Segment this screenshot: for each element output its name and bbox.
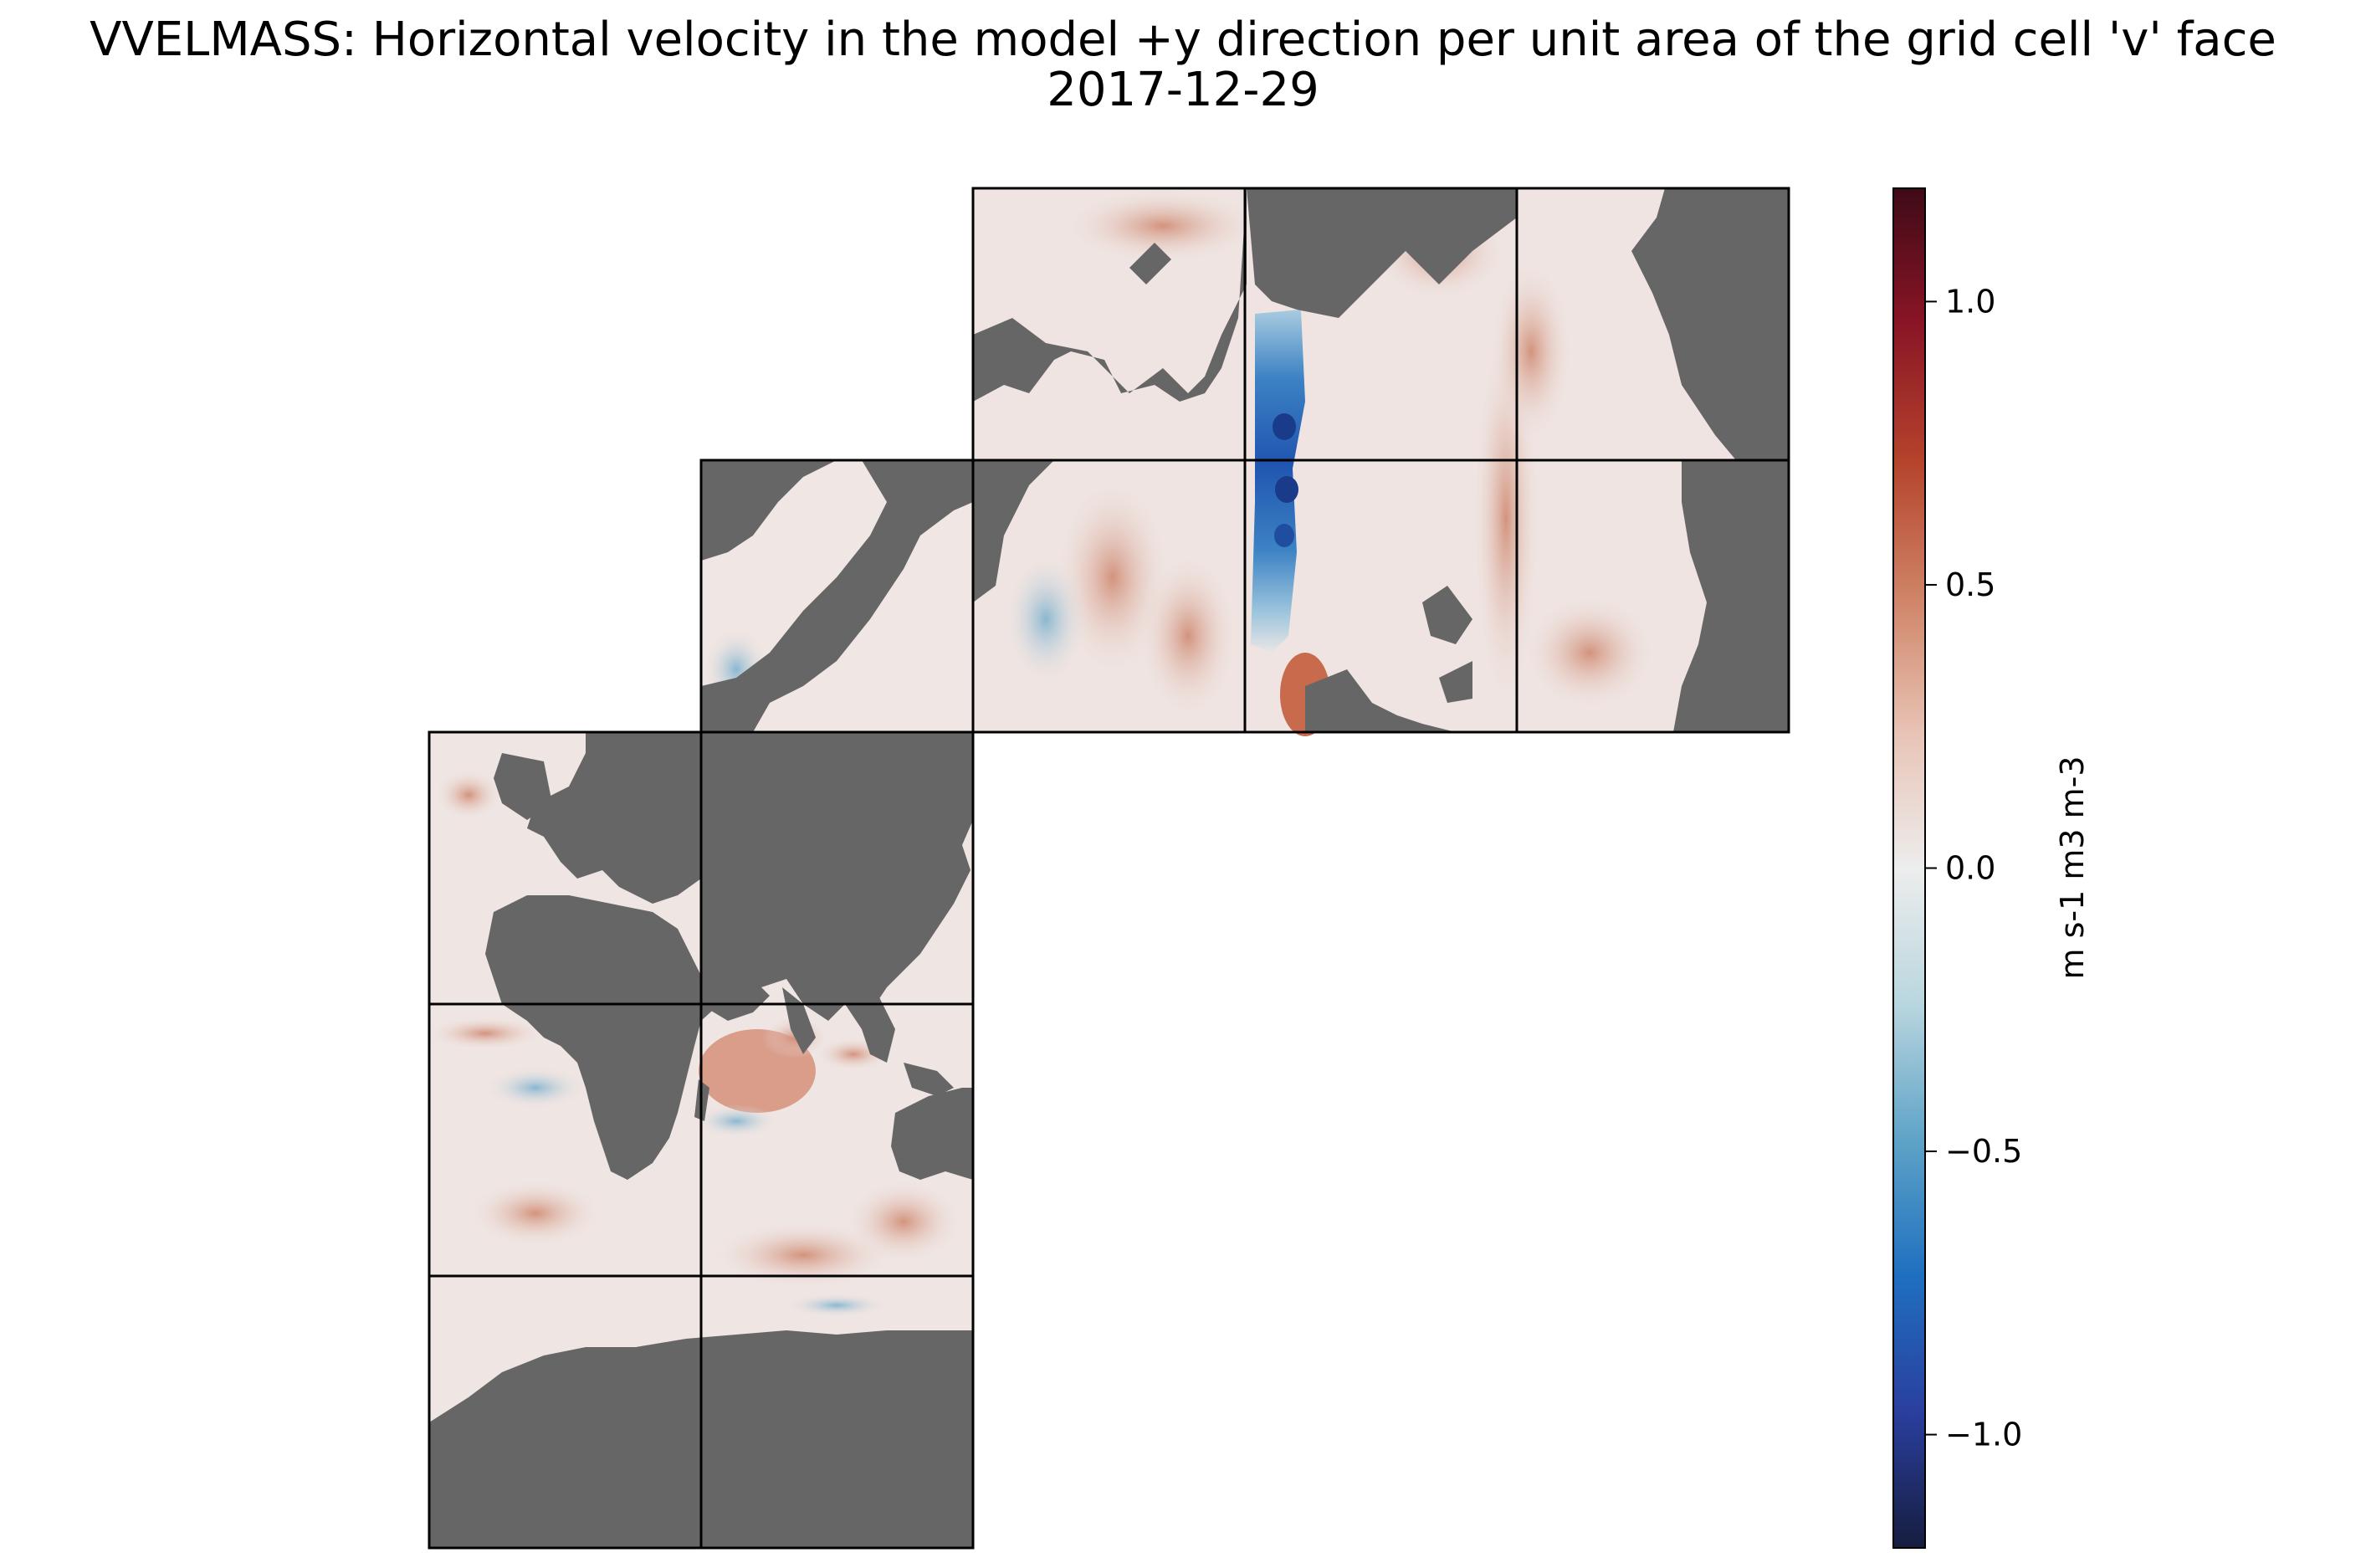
colorbar-tick-label: 0.0 <box>1945 850 1995 887</box>
land-mass <box>485 895 720 1180</box>
colorbar-tick-label: −1.0 <box>1945 1417 2022 1453</box>
land-mass <box>845 996 895 1063</box>
land-mass <box>494 753 552 820</box>
land-mass <box>891 1088 973 1180</box>
land-mass <box>1305 669 1456 732</box>
plot-title: VVELMASS: Horizontal velocity in the mod… <box>90 13 2276 67</box>
colorbar: 1.0 0.5 0.0 −0.5 −1.0 m s-1 m3 m-3 <box>1892 187 2091 1549</box>
land-mass <box>1673 460 1789 732</box>
plot-subtitle: 2017-12-29 <box>1047 63 1319 117</box>
land-mass <box>701 732 973 1021</box>
face-grid <box>428 730 975 1550</box>
land-mass <box>701 460 837 561</box>
land-mass <box>527 732 701 904</box>
land-mass <box>1422 586 1472 644</box>
upper-tiles <box>699 187 1790 736</box>
land-mass <box>1439 661 1472 703</box>
land-mass <box>904 1063 954 1096</box>
lower-tiles <box>427 730 975 1550</box>
colorbar-label: m s-1 m3 m-3 <box>2054 756 2091 979</box>
colorbar-tick-label: 0.5 <box>1945 566 1995 603</box>
land-mass <box>701 460 973 732</box>
land-mass <box>1631 188 1789 460</box>
colorbar-tick-label: −0.5 <box>1945 1133 2022 1170</box>
land-mass <box>973 460 1054 602</box>
colorbar-tick-label: 1.0 <box>1945 283 1995 320</box>
land-mass <box>1247 188 1517 318</box>
land-mass <box>973 188 1247 402</box>
land-mass <box>1129 243 1171 284</box>
colorbar-gradient <box>1892 187 1926 1549</box>
land-mass <box>701 971 770 1021</box>
